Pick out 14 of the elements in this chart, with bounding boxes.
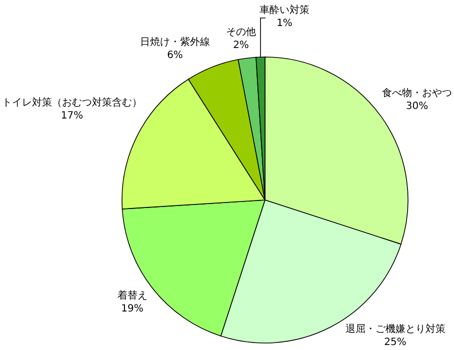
data-label: 1% bbox=[276, 18, 292, 29]
data-label: 25% bbox=[384, 337, 406, 348]
data-label: 2% bbox=[233, 40, 249, 51]
slice-label: 退屈・ご機嫌とり対策 bbox=[345, 323, 446, 335]
slice-label: その他 bbox=[226, 26, 256, 38]
data-label: 19% bbox=[121, 304, 144, 315]
slice-label: トイレ対策（おむつ対策含む） bbox=[2, 96, 142, 108]
slice-label: 日焼け・紫外線 bbox=[140, 36, 210, 48]
data-label: 17% bbox=[60, 110, 84, 122]
data-label: 30% bbox=[406, 100, 428, 112]
slice-label: 食べ物・おやつ bbox=[382, 86, 452, 99]
slice-label: 車酔い対策 bbox=[260, 4, 310, 16]
data-label: 6% bbox=[167, 50, 183, 61]
slice-label: 着替え bbox=[117, 290, 148, 302]
